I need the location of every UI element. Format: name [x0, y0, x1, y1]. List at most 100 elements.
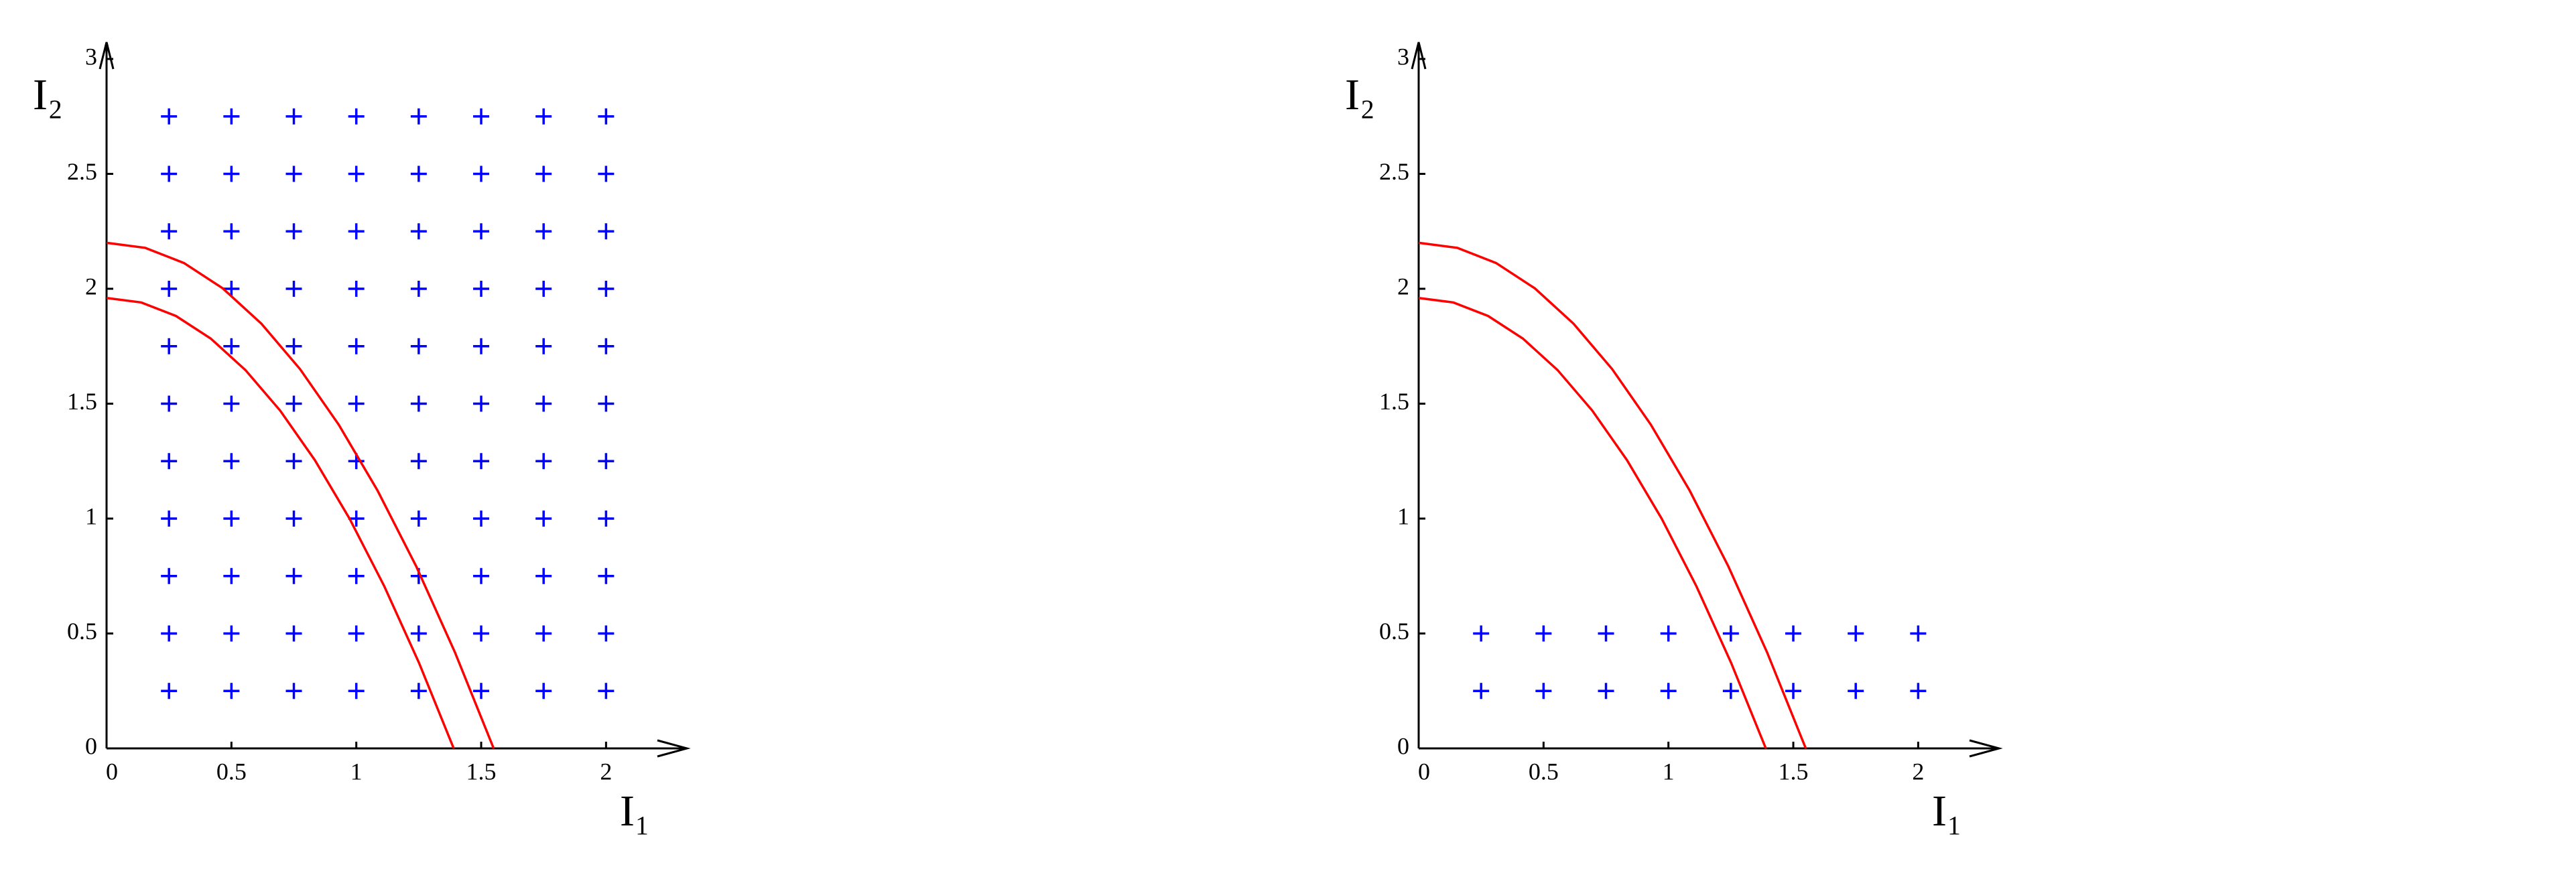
- point: [1660, 625, 1677, 642]
- point: [410, 108, 427, 125]
- point: [473, 683, 490, 699]
- point: [598, 567, 615, 584]
- point: [1848, 625, 1864, 642]
- x-tick-label: 0.5: [216, 758, 247, 785]
- point: [285, 625, 302, 642]
- x-tick-label: 0: [106, 758, 118, 785]
- point: [473, 395, 490, 412]
- point: [285, 338, 302, 354]
- point: [1535, 683, 1552, 699]
- point: [161, 223, 178, 240]
- point: [161, 567, 178, 584]
- point: [348, 511, 365, 527]
- y-axis-arrow: [99, 42, 115, 70]
- x-tick-label: 1.5: [466, 758, 497, 785]
- point: [535, 511, 552, 527]
- point: [410, 625, 427, 642]
- point: [535, 453, 552, 470]
- point: [285, 281, 302, 297]
- point: [348, 338, 365, 354]
- point: [223, 453, 240, 470]
- point: [1598, 683, 1614, 699]
- point: [410, 453, 427, 470]
- y-tick-label: 2: [85, 273, 97, 299]
- point: [535, 108, 552, 125]
- point: [473, 108, 490, 125]
- point: [161, 625, 178, 642]
- point: [285, 683, 302, 699]
- point: [473, 223, 490, 240]
- chart: 0 0.5 1 1.5 2 0 0.5 1 1.5 2 2.5 3 I₁ I₂: [33, 42, 691, 835]
- x-tick-label: 0: [1418, 758, 1430, 785]
- point: [598, 453, 615, 470]
- chart: 0 0.5 1 1.5 2 0 0.5 1 1.5 2 2.5 3 I₁ I₂: [1345, 42, 2003, 835]
- x-tick-label: 2: [1912, 758, 1924, 785]
- curve: [106, 296, 455, 749]
- point: [535, 338, 552, 354]
- y-tick-label: 1: [1397, 503, 1409, 529]
- point: [535, 683, 552, 699]
- point: [285, 511, 302, 527]
- y-tick-label: 0: [85, 732, 97, 759]
- x-axis-label: I₁: [620, 787, 650, 835]
- x-tick-label: 0.5: [1529, 758, 1559, 785]
- point: [535, 567, 552, 584]
- point: [598, 625, 615, 642]
- point: [473, 281, 490, 297]
- point: [1722, 683, 1739, 699]
- point: [348, 395, 365, 412]
- point: [1598, 625, 1614, 642]
- point: [161, 395, 178, 412]
- point: [598, 165, 615, 182]
- point: [223, 281, 240, 297]
- point: [223, 108, 240, 125]
- point: [410, 511, 427, 527]
- y-axis-label: I₂: [33, 70, 63, 119]
- point: [223, 683, 240, 699]
- point: [473, 453, 490, 470]
- point: [223, 223, 240, 240]
- point: [1722, 625, 1739, 642]
- point: [1910, 683, 1927, 699]
- point: [410, 395, 427, 412]
- point: [473, 625, 490, 642]
- point: [285, 165, 302, 182]
- point: [161, 338, 178, 354]
- point: [348, 108, 365, 125]
- point: [285, 223, 302, 240]
- y-tick-label: 1.5: [67, 388, 97, 415]
- point: [1785, 683, 1802, 699]
- point: [1910, 625, 1927, 642]
- point: [1848, 683, 1864, 699]
- point: [410, 338, 427, 354]
- y-tick-label: 0: [1397, 732, 1409, 759]
- point: [223, 625, 240, 642]
- point: [348, 683, 365, 699]
- point: [223, 165, 240, 182]
- point: [1660, 683, 1677, 699]
- point: [161, 511, 178, 527]
- point: [598, 511, 615, 527]
- point: [161, 683, 178, 699]
- y-axis-arrow: [1411, 42, 1427, 70]
- x-tick-label: 1: [1663, 758, 1675, 785]
- x-axis-label: I₁: [1932, 787, 1962, 835]
- y-tick-label: 0.5: [1379, 618, 1409, 645]
- y-tick-label: 3: [85, 43, 97, 70]
- x-tick-label: 1: [350, 758, 363, 785]
- point: [223, 395, 240, 412]
- point: [535, 625, 552, 642]
- point: [348, 281, 365, 297]
- point: [535, 223, 552, 240]
- y-tick-label: 3: [1397, 43, 1409, 70]
- x-axis-arrow: [657, 739, 691, 758]
- point: [598, 108, 615, 125]
- curve: [106, 241, 495, 749]
- point: [348, 223, 365, 240]
- y-axis-label: I₂: [1345, 70, 1375, 119]
- point: [285, 108, 302, 125]
- point: [285, 453, 302, 470]
- point: [535, 165, 552, 182]
- point: [1473, 683, 1490, 699]
